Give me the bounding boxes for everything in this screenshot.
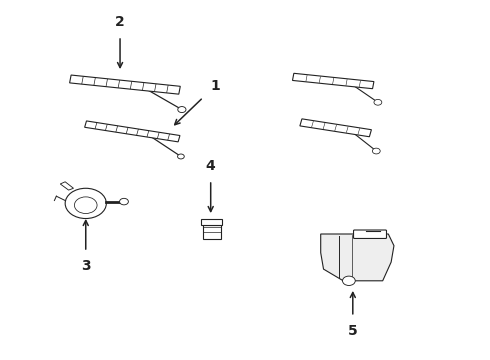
Circle shape [120,198,128,205]
Circle shape [372,148,380,154]
Circle shape [65,188,106,219]
Polygon shape [320,234,394,281]
Circle shape [74,197,97,213]
FancyBboxPatch shape [354,230,387,238]
Circle shape [374,99,382,105]
Polygon shape [60,182,74,190]
Text: 1: 1 [210,79,220,93]
Circle shape [343,276,355,285]
Text: 3: 3 [81,260,91,273]
Polygon shape [85,121,180,142]
Polygon shape [293,73,374,89]
Text: 5: 5 [348,324,358,338]
Text: 2: 2 [115,15,125,28]
Polygon shape [70,75,180,94]
Bar [201,219,222,225]
Bar [203,225,220,239]
Polygon shape [300,119,371,137]
Circle shape [178,107,186,113]
Circle shape [177,154,184,159]
Text: 4: 4 [206,159,216,172]
